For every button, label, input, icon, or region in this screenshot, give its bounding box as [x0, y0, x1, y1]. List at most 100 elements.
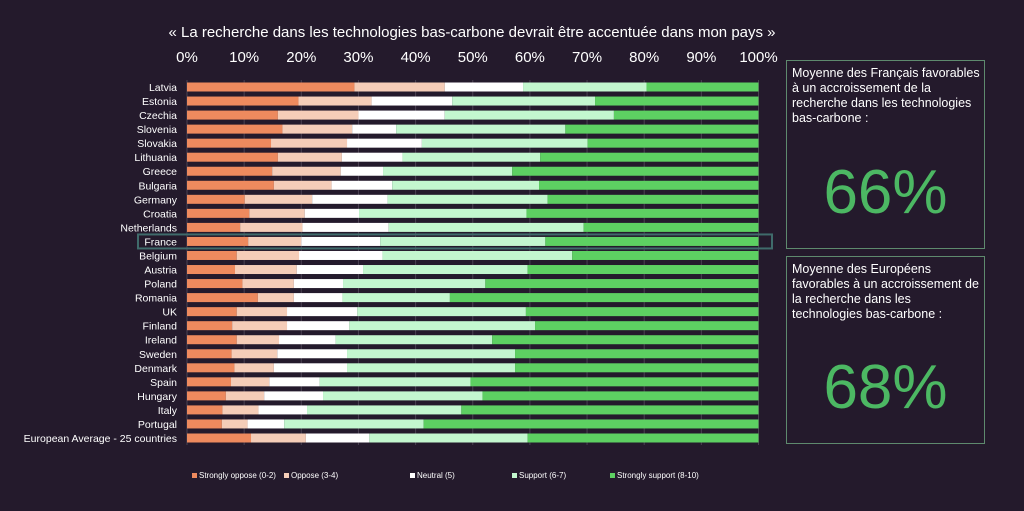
bar-segment — [187, 82, 355, 92]
bar-segment — [354, 82, 445, 92]
bar-segment — [273, 180, 332, 190]
bar-segment — [242, 279, 294, 289]
bar-segment — [187, 349, 232, 359]
bar-segment — [187, 335, 237, 345]
bar-segment — [187, 321, 233, 331]
bar-segment — [235, 265, 297, 275]
bar-segment — [187, 124, 283, 134]
bar-segment — [347, 349, 516, 359]
bar-segment — [307, 405, 462, 415]
bar-segment — [187, 236, 249, 246]
france-average-panel: Moyenne des Français favorables à un acc… — [786, 60, 985, 249]
category-label: Estonia — [142, 96, 177, 108]
legend-label: Strongly support (8-10) — [617, 471, 699, 480]
bar-segment — [287, 307, 358, 317]
bar-segment — [277, 152, 342, 162]
bar-segment — [257, 293, 294, 303]
bar-segment — [340, 166, 384, 176]
bar-segment — [347, 138, 422, 148]
bar-segment — [470, 377, 759, 387]
x-tick-label: 100% — [739, 49, 777, 66]
bar-segment — [383, 166, 513, 176]
bar-segment — [341, 152, 403, 162]
bar-segment — [187, 433, 252, 443]
legend-swatch — [284, 473, 289, 478]
legend-item: Oppose (3-4) — [284, 471, 338, 480]
bar-segment — [269, 377, 320, 387]
legend-swatch — [410, 473, 415, 478]
bar-segment — [485, 279, 759, 289]
bar-segment — [352, 124, 397, 134]
category-label: Ireland — [145, 335, 177, 347]
bar-segment — [547, 194, 759, 204]
bar-segment — [358, 110, 445, 120]
bar-segment — [342, 293, 450, 303]
bar-segment — [349, 321, 536, 331]
europe-average-label: Moyenne des Européens favorables à un ac… — [792, 262, 979, 321]
bar-segment — [187, 405, 223, 415]
bar-segment — [357, 307, 526, 317]
bar-segment — [452, 96, 596, 106]
bar-segment — [380, 236, 546, 246]
bar-segment — [540, 152, 759, 162]
chart-title: « La recherche dans les technologies bas… — [168, 24, 776, 41]
bar-segment — [523, 82, 647, 92]
category-label: Portugal — [138, 419, 177, 431]
bar-segment — [525, 307, 759, 317]
highlight-box — [137, 233, 773, 250]
bar-segment — [187, 180, 274, 190]
x-tick-label: 80% — [629, 49, 659, 66]
category-label: Italy — [158, 405, 178, 417]
bar-segment — [293, 279, 344, 289]
legend-item: Neutral (5) — [410, 471, 455, 480]
bar-segment — [482, 391, 759, 401]
bar-segment — [461, 405, 759, 415]
legend-item: Strongly oppose (0-2) — [192, 471, 276, 480]
bar-segment — [187, 265, 236, 275]
bar-segment — [231, 349, 278, 359]
bar-segment — [232, 321, 288, 331]
bar-segment — [240, 222, 303, 232]
category-label: Hungary — [137, 391, 177, 403]
bar-segment — [236, 307, 288, 317]
bar-segment — [225, 391, 265, 401]
bar-segment — [515, 349, 759, 359]
bar-segment — [236, 250, 300, 260]
bar-segment — [421, 138, 588, 148]
x-tick-label: 60% — [515, 49, 545, 66]
france-average-value: 66% — [823, 158, 948, 227]
legend-swatch — [610, 473, 615, 478]
bar-segment — [312, 194, 388, 204]
bar-segment — [343, 279, 486, 289]
bar-segment — [369, 433, 528, 443]
bar-segment — [363, 265, 528, 275]
bar-segment — [515, 363, 759, 373]
bar-segment — [359, 208, 527, 218]
bar-segment — [236, 335, 280, 345]
bar-segment — [187, 377, 232, 387]
europe-average-panel: Moyenne des Européens favorables à un ac… — [786, 256, 985, 444]
bar-segment — [187, 391, 226, 401]
bar-segment — [187, 194, 245, 204]
bar-segment — [271, 138, 348, 148]
bar-segment — [347, 363, 516, 373]
category-label: Netherlands — [120, 222, 177, 234]
category-label: Greece — [143, 166, 178, 178]
bar-segment — [251, 433, 306, 443]
bar-segment — [331, 180, 393, 190]
bar-segment — [382, 250, 573, 260]
bar-segment — [187, 307, 237, 317]
bar-segment — [298, 96, 372, 106]
bar-segment — [293, 293, 343, 303]
bar-segment — [539, 180, 759, 190]
legend-item: Support (6-7) — [512, 471, 566, 480]
bar-segment — [302, 222, 389, 232]
bar-segment — [444, 82, 524, 92]
bar-segment — [646, 82, 759, 92]
bar-segment — [284, 419, 424, 429]
bar-segment — [527, 433, 759, 443]
category-label: Romania — [135, 293, 177, 305]
bar-segment — [221, 419, 248, 429]
x-tick-label: 90% — [686, 49, 716, 66]
bar-segment — [323, 391, 483, 401]
